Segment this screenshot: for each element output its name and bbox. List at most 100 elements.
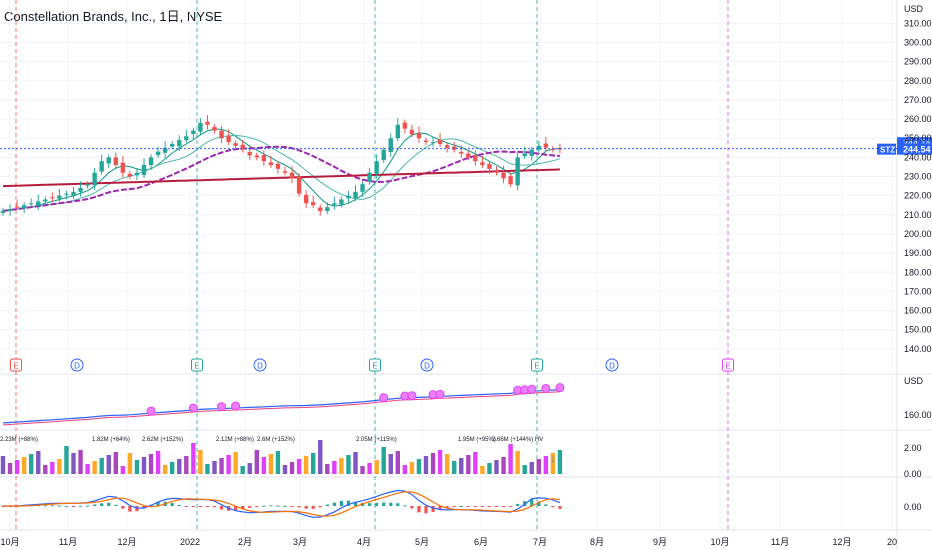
candle-body bbox=[29, 203, 34, 205]
volume-bar bbox=[233, 452, 238, 474]
candle-body bbox=[381, 149, 386, 161]
moving-averages bbox=[2, 128, 561, 212]
volume-bar bbox=[141, 457, 147, 474]
volume-bar bbox=[85, 464, 90, 474]
volume-bar bbox=[36, 451, 41, 474]
volume-bar bbox=[311, 453, 316, 474]
time-axis-label: 11月 bbox=[771, 537, 789, 547]
earnings-marker bbox=[369, 358, 381, 372]
ticker-tag-label: STZ bbox=[880, 146, 895, 155]
price-axis: USD 310.00 300.00 290.00 280.00 270.00 260.00 2… bbox=[904, 4, 932, 354]
price-tick-label: 170.00 bbox=[904, 286, 932, 296]
macd-line bbox=[3, 489, 561, 518]
dividend-marker bbox=[605, 358, 619, 372]
macd-histogram-bar bbox=[410, 506, 414, 509]
candle-body bbox=[473, 155, 478, 162]
volume-bar bbox=[14, 460, 20, 474]
macd-histogram-bar bbox=[191, 506, 195, 507]
volume-bar bbox=[487, 463, 492, 474]
dividend-marker bbox=[70, 358, 84, 372]
rs-new-high-dot bbox=[217, 402, 227, 412]
price-tick-label: 220.00 bbox=[904, 191, 932, 201]
volume-bar bbox=[416, 459, 422, 474]
candle-body bbox=[184, 136, 189, 141]
event-marker-letter: E bbox=[725, 362, 730, 371]
time-axis-label: 8月 bbox=[590, 537, 604, 547]
candle-body bbox=[325, 207, 330, 211]
macd-histogram-bar bbox=[494, 506, 499, 507]
macd-histogram-bar bbox=[353, 501, 358, 506]
candle-body bbox=[191, 130, 196, 134]
candle-body bbox=[134, 172, 140, 176]
macd-histogram-bar bbox=[248, 506, 252, 508]
volume-bar bbox=[374, 460, 379, 474]
macd-histogram-bar bbox=[311, 506, 315, 509]
candle-body bbox=[508, 176, 513, 185]
macd-histogram-bar bbox=[332, 502, 336, 506]
candle-body bbox=[219, 130, 224, 139]
volume-bar bbox=[494, 460, 499, 474]
candle-body bbox=[43, 199, 48, 202]
volume-bar bbox=[303, 456, 309, 474]
volume-tick-label: 2.00 bbox=[904, 443, 922, 453]
macd-histogram-bar bbox=[43, 505, 47, 507]
macd-histogram-bar bbox=[466, 506, 470, 507]
volume-bar bbox=[212, 461, 217, 474]
macd-histogram-bar bbox=[368, 503, 372, 506]
candle-body bbox=[148, 157, 154, 166]
candle-body bbox=[71, 191, 76, 197]
rs-new-high-dot bbox=[555, 383, 565, 393]
time-axis: 10月 11月 12月 2022 2月 3月 4月 5月 6月 7月 8月 9月 10月 11月 12月 20 bbox=[0, 537, 897, 547]
macd-histogram-bar bbox=[78, 505, 83, 507]
rs-new-high-dot bbox=[435, 389, 445, 399]
arrow-down-icon: ↓ bbox=[550, 453, 556, 465]
candle-body bbox=[529, 149, 534, 156]
macd-histogram-bar bbox=[339, 500, 343, 506]
candle-body bbox=[162, 147, 168, 153]
volume-tick-label: 0.00 bbox=[904, 469, 922, 479]
macd-histogram-bar bbox=[501, 506, 506, 507]
candle-body bbox=[141, 165, 147, 175]
volume-bar bbox=[177, 459, 182, 474]
volume-bar bbox=[353, 452, 358, 474]
candle-body bbox=[346, 195, 351, 199]
price-tick-label: 140.00 bbox=[904, 344, 932, 354]
volume-bar bbox=[423, 456, 429, 474]
candle-body bbox=[487, 163, 492, 169]
volume-bar bbox=[106, 455, 111, 474]
candle-body bbox=[296, 176, 302, 194]
macd-histogram-bar bbox=[297, 506, 301, 508]
candle-body bbox=[395, 124, 400, 139]
volume-bar bbox=[71, 453, 76, 474]
candle-body bbox=[92, 172, 97, 186]
ma-slow-line bbox=[2, 145, 560, 212]
candle-body bbox=[282, 171, 288, 173]
volume-bar bbox=[529, 462, 534, 474]
price-tick-label: 300.00 bbox=[904, 37, 932, 47]
macd-histogram-bar bbox=[403, 505, 407, 507]
volume-bar bbox=[480, 466, 485, 474]
price-tick-label: 200.00 bbox=[904, 229, 932, 239]
time-axis-label: 11月 bbox=[59, 537, 77, 547]
time-axis-label: 20 bbox=[887, 537, 897, 547]
price-tick-label: 250.00 bbox=[904, 133, 932, 143]
volume-bar bbox=[29, 454, 34, 474]
candle-body bbox=[444, 145, 450, 148]
candle-body bbox=[254, 155, 259, 158]
macd-histogram-bar bbox=[142, 506, 146, 509]
event-marker-letter: E bbox=[372, 362, 377, 371]
volume-annotation: 1.95M (+95%) bbox=[458, 437, 496, 443]
candle-body bbox=[212, 127, 217, 131]
candle-body bbox=[332, 203, 337, 205]
time-axis-label: 9月 bbox=[653, 537, 667, 547]
volume-bar bbox=[113, 452, 118, 474]
macd-histogram-bar bbox=[276, 505, 280, 507]
chart-title: Constellation Brands, Inc., 1日, NYSE bbox=[4, 9, 223, 24]
macd-histogram-bar bbox=[452, 506, 456, 507]
volume-bar bbox=[437, 450, 443, 474]
volume-bar bbox=[170, 462, 175, 474]
time-axis-label: 3月 bbox=[293, 537, 307, 547]
macd-histogram-bar bbox=[71, 506, 76, 507]
